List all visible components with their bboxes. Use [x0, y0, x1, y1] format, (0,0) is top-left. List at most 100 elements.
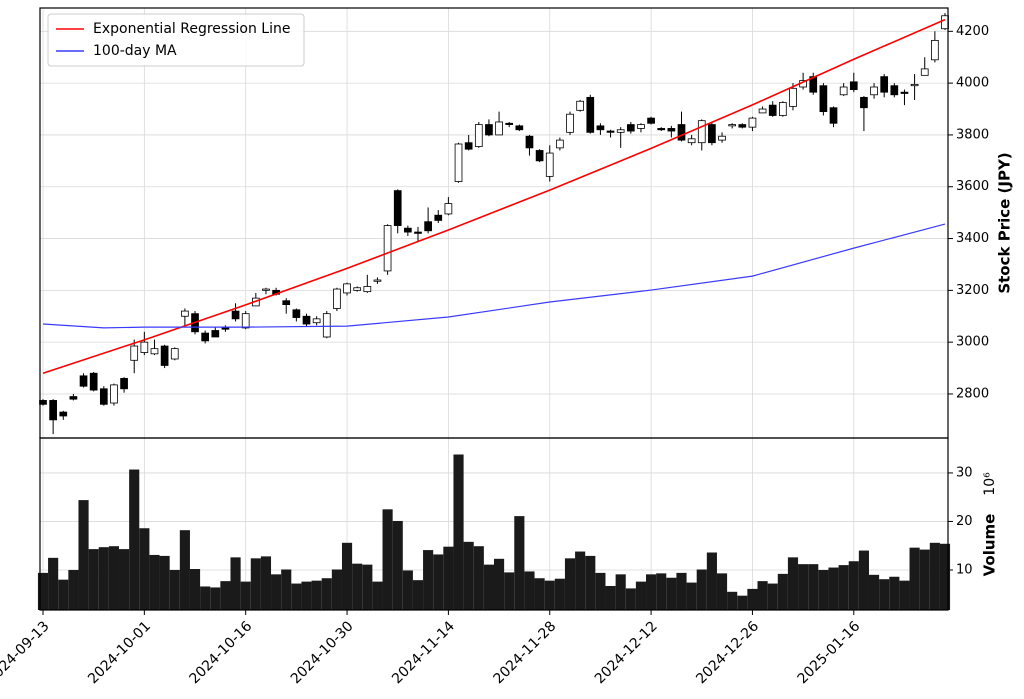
volume-bar	[179, 530, 190, 610]
y-tick-label: 20	[956, 514, 973, 529]
volume-bar	[808, 564, 819, 610]
volume-bar	[514, 516, 525, 610]
volume-bar	[341, 542, 353, 610]
line-series	[42, 18, 946, 375]
volume-bar	[757, 581, 768, 610]
volume-bar	[291, 583, 302, 610]
candle-body	[890, 85, 899, 96]
candle-body	[860, 96, 868, 109]
volume-bar	[423, 550, 434, 610]
volume-bar	[605, 585, 616, 610]
candle-body	[596, 125, 605, 131]
candle-body	[677, 124, 686, 141]
candle-body	[809, 76, 818, 93]
volume-bar	[635, 581, 647, 610]
candle-body	[140, 341, 149, 353]
candle-body	[474, 124, 483, 147]
x-tick-label: 2024-12-12	[592, 618, 661, 687]
volume-bar	[200, 586, 211, 610]
volume-bar	[666, 577, 677, 610]
volume-bar	[301, 581, 312, 610]
x-tick-label: 2024-10-30	[288, 618, 357, 687]
legend-label: 100-day MA	[93, 43, 177, 59]
candle-body	[282, 300, 291, 305]
candle-body	[79, 375, 88, 387]
volume-bar	[939, 543, 951, 610]
candle-body	[424, 221, 432, 232]
volume-bar	[848, 561, 859, 610]
volume-bar	[554, 578, 565, 610]
volume-bar	[210, 587, 221, 610]
candle-body	[59, 411, 68, 417]
volume-bar	[747, 588, 758, 610]
volume-bar	[494, 558, 505, 610]
price-frame	[39, 7, 949, 439]
candle-body	[292, 309, 301, 318]
candle-body	[697, 120, 706, 144]
candle-body	[383, 225, 392, 272]
candle-body	[667, 128, 676, 132]
candle-body	[221, 327, 230, 330]
volume-bar	[402, 570, 413, 610]
candle-body	[231, 310, 240, 320]
x-tick-label: 2024-09-13	[0, 618, 53, 687]
volume-bar	[463, 541, 474, 610]
volume-bar	[37, 572, 49, 610]
candle-body	[829, 107, 838, 124]
volume-bar	[271, 574, 282, 610]
volume-bar	[727, 591, 738, 610]
candle-body	[211, 330, 220, 338]
volume-bar	[787, 557, 799, 610]
volume-bar	[331, 569, 342, 610]
volume-bar	[352, 563, 363, 610]
candle-body	[576, 100, 584, 111]
volume-bar	[534, 578, 545, 610]
volume-bar	[868, 574, 880, 610]
volume-bar	[899, 580, 910, 610]
volume-bar	[818, 569, 829, 610]
volume-bar	[240, 581, 251, 610]
volume-bar	[858, 550, 869, 610]
grid-layer	[40, 8, 948, 610]
y-tick-label: 2800	[956, 386, 989, 401]
candle-body	[454, 143, 463, 182]
volume-bar	[281, 569, 292, 610]
candle-body	[606, 130, 615, 133]
candle-body	[545, 152, 554, 177]
volume-bar	[585, 555, 596, 610]
candle-body	[637, 124, 645, 129]
volume-bar	[564, 558, 576, 610]
volume-bar	[433, 554, 444, 610]
candle-body	[748, 117, 757, 128]
legend: Exponential Regression Line 100-day MA	[47, 13, 305, 67]
legend-label: Exponential Regression Line	[93, 21, 290, 37]
candle-body	[99, 388, 108, 405]
volume-bar	[443, 546, 454, 610]
candle-body	[505, 122, 514, 125]
candle-body	[393, 190, 402, 226]
y-tick-label: 4200	[956, 24, 989, 39]
candle-body	[616, 129, 625, 133]
candle-body	[566, 113, 574, 133]
candle-body	[920, 68, 929, 76]
candle-body	[626, 124, 635, 132]
candle-body	[170, 348, 179, 360]
volume-bar	[929, 542, 940, 610]
candle-body	[434, 214, 443, 221]
candle-body	[586, 96, 595, 133]
volume-bar	[777, 573, 788, 610]
candle-body	[160, 345, 169, 366]
candle-body	[657, 128, 666, 131]
volume-bar	[119, 549, 130, 610]
volume-bar	[919, 549, 930, 610]
candle-body	[778, 102, 787, 116]
volume-bar	[696, 569, 707, 610]
candle-body	[241, 313, 250, 329]
volume-bar	[716, 573, 728, 610]
x-tick-label: 2024-12-26	[693, 618, 762, 687]
volume-bar	[646, 574, 657, 610]
candle-body	[333, 288, 341, 309]
candle-body	[130, 345, 139, 361]
volume-bar	[676, 572, 687, 610]
